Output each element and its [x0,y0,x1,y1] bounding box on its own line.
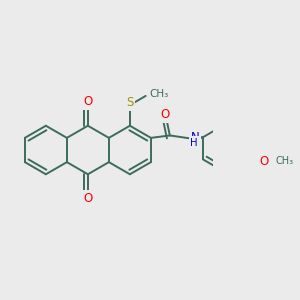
Text: N: N [190,131,199,145]
Text: CH₃: CH₃ [150,89,169,99]
Text: O: O [259,155,268,168]
Text: H: H [190,138,198,148]
Text: O: O [83,95,92,108]
Text: O: O [161,108,170,122]
Text: O: O [83,192,92,205]
Text: CH₃: CH₃ [275,156,293,166]
Text: S: S [126,96,134,109]
